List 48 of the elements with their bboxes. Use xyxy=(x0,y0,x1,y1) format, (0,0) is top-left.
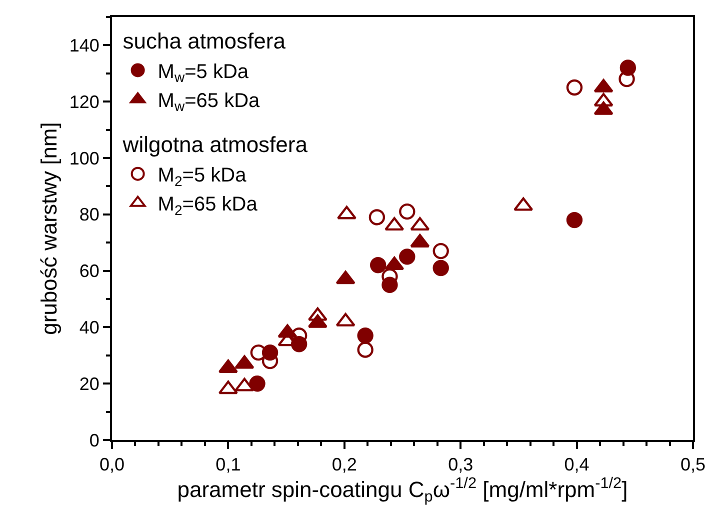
y-tick-label: 20 xyxy=(79,374,100,394)
point xyxy=(336,206,356,220)
y-tick-label: 140 xyxy=(69,36,100,56)
point xyxy=(336,270,356,284)
point xyxy=(308,307,328,321)
y-tick-label: 60 xyxy=(79,261,100,282)
point xyxy=(384,256,404,270)
y-tick-label: 100 xyxy=(69,148,100,168)
point xyxy=(370,257,386,274)
x-tick-label: 0,4 xyxy=(564,454,590,475)
point xyxy=(336,312,356,326)
text: sucha atmosfera xyxy=(122,28,286,54)
legend-label: M$_{w}$=65 kDa xyxy=(158,90,261,114)
point xyxy=(234,355,254,369)
y-tick-label: 120 xyxy=(69,92,100,112)
text: wilgotna atmosfera xyxy=(122,132,308,158)
point xyxy=(566,212,583,228)
x-axis-title: parametr spin-coatingu C$_{p}$ω$^{-1/2}$ [mg/ml*rpm$^{-1/2}$] xyxy=(177,474,628,506)
point xyxy=(594,78,614,92)
point xyxy=(234,378,254,392)
x-tick-label: 0,2 xyxy=(332,454,357,475)
point xyxy=(432,260,449,276)
point xyxy=(368,209,386,226)
point xyxy=(249,376,266,392)
point xyxy=(384,217,404,231)
point xyxy=(594,101,614,115)
point xyxy=(399,203,416,220)
point xyxy=(410,217,430,231)
y-tick-label: 80 xyxy=(79,204,100,225)
x-tick-label: 0,0 xyxy=(99,454,125,475)
legend-label: M$_{w}$=5 kDa xyxy=(158,61,250,86)
y-tick-label: 0 xyxy=(89,430,100,450)
x-tick-label: 0,3 xyxy=(448,454,474,475)
point xyxy=(514,197,534,211)
legend-label: M$_{2}$=65 kDa xyxy=(158,194,258,218)
y-axis-title: grubość warstwy [nm] xyxy=(36,122,62,335)
x-tick-label: 0,5 xyxy=(680,454,706,475)
y-tick-label: 40 xyxy=(79,318,100,338)
point xyxy=(357,328,374,344)
point xyxy=(566,79,583,96)
point xyxy=(357,342,374,358)
point xyxy=(399,248,416,265)
legend-label: M$_{2}$=5 kDa xyxy=(158,164,248,189)
x-tick-label: 0,1 xyxy=(216,454,241,475)
point xyxy=(218,359,238,373)
point xyxy=(432,242,449,260)
point xyxy=(618,70,635,88)
point xyxy=(218,380,238,394)
